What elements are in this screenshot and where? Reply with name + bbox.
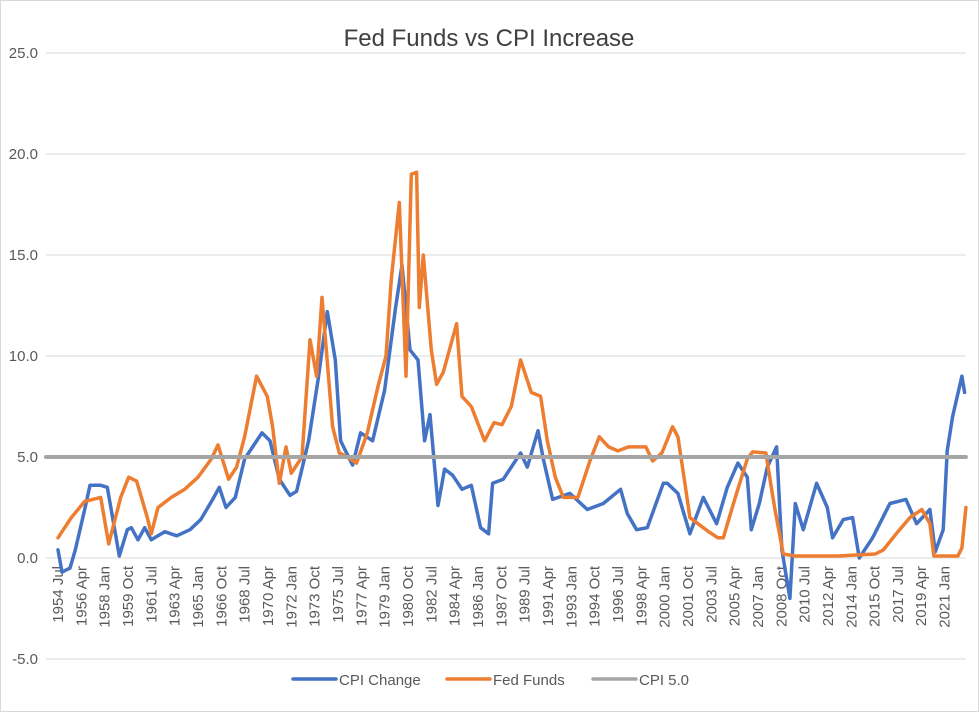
x-tick-label: 1984 Apr xyxy=(447,566,464,626)
x-tick-label: 2003 Jul xyxy=(703,566,720,623)
x-tick-label: 1973 Oct xyxy=(307,565,324,627)
x-tick-label: 2017 Jul xyxy=(890,566,907,623)
x-tick-label: 1968 Jul xyxy=(237,566,254,623)
x-tick-label: 2015 Oct xyxy=(867,565,884,627)
y-tick-label: 5.0 xyxy=(17,449,38,466)
y-tick-label: 10.0 xyxy=(9,348,38,365)
x-tick-label: 1991 Apr xyxy=(540,566,557,626)
x-tick-label: 2010 Jul xyxy=(797,566,814,623)
x-tick-label: 1989 Jul xyxy=(517,566,534,623)
x-tick-label: 1965 Jan xyxy=(190,566,207,628)
x-tick-label: 1954 Jul xyxy=(50,566,67,623)
x-tick-label: 1961 Jul xyxy=(143,566,160,623)
y-tick-label: 15.0 xyxy=(9,247,38,264)
x-tick-label: 2014 Jan xyxy=(843,566,860,628)
legend-label: CPI Change xyxy=(339,672,421,689)
chart-title: Fed Funds vs CPI Increase xyxy=(344,25,635,52)
x-tick-label: 2012 Apr xyxy=(820,566,837,626)
x-tick-label: 1972 Jan xyxy=(283,566,300,628)
x-tick-label: 1994 Oct xyxy=(587,565,604,627)
x-tick-label: 1975 Jul xyxy=(330,566,347,623)
x-tick-label: 2007 Jan xyxy=(750,566,767,628)
legend: CPI Change Fed Funds CPI 5.0 xyxy=(291,672,689,689)
x-tick-label: 1996 Jul xyxy=(610,566,627,623)
x-tick-label: 1979 Jan xyxy=(377,566,394,628)
x-tick-label: 1986 Jan xyxy=(470,566,487,628)
y-axis-ticks: -5.0 0.0 5.0 10.0 15.0 20.0 25.0 xyxy=(9,45,38,668)
y-tick-label: 25.0 xyxy=(9,45,38,62)
legend-item: CPI Change xyxy=(291,672,421,689)
x-tick-label: 1958 Jan xyxy=(97,566,114,628)
series-line-fed-funds xyxy=(56,170,968,558)
x-tick-label: 1977 Apr xyxy=(353,566,370,626)
legend-label: CPI 5.0 xyxy=(639,672,689,689)
x-tick-label: 1993 Jan xyxy=(563,566,580,628)
legend-item: CPI 5.0 xyxy=(591,672,689,689)
x-tick-label: 1998 Apr xyxy=(633,566,650,626)
y-tick-label: -5.0 xyxy=(12,651,38,668)
y-tick-label: 0.0 xyxy=(17,550,38,567)
x-tick-label: 1987 Oct xyxy=(493,565,510,627)
legend-item: Fed Funds xyxy=(445,672,565,689)
x-tick-label: 2021 Jan xyxy=(937,566,954,628)
x-tick-label: 1982 Jul xyxy=(423,566,440,623)
legend-label: Fed Funds xyxy=(493,672,565,689)
y-tick-label: 20.0 xyxy=(9,146,38,163)
x-tick-label: 1970 Apr xyxy=(260,566,277,626)
x-tick-label: 1966 Oct xyxy=(213,565,230,627)
x-tick-label: 2001 Oct xyxy=(680,565,697,627)
x-tick-label: 1956 Apr xyxy=(73,566,90,626)
x-axis-ticks: 1954 Jul 1956 Apr 1958 Jan 1959 Oct 1961 Jul… xyxy=(50,565,954,628)
x-tick-label: 1963 Apr xyxy=(167,566,184,626)
series-line-cpi-change xyxy=(56,263,967,601)
x-tick-label: 2000 Jan xyxy=(657,566,674,628)
x-tick-label: 2005 Apr xyxy=(727,566,744,626)
x-tick-label: 2019 Apr xyxy=(913,566,930,626)
x-tick-label: 1980 Oct xyxy=(400,565,417,627)
series-lines xyxy=(44,170,968,601)
x-tick-label: 1959 Oct xyxy=(120,565,137,627)
